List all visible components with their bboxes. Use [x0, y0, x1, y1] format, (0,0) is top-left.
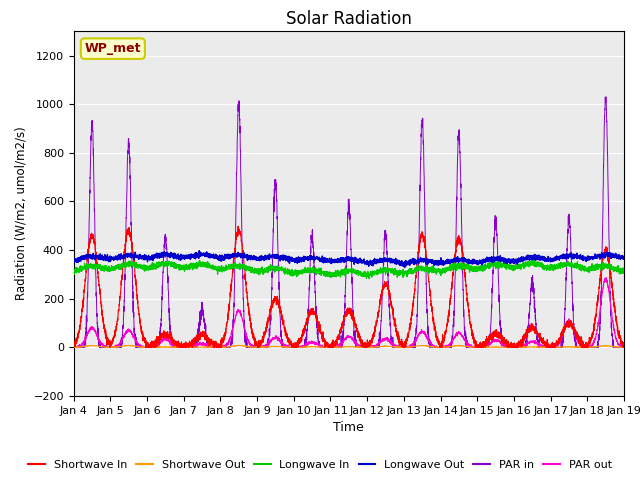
Title: Solar Radiation: Solar Radiation	[286, 10, 412, 28]
Text: WP_met: WP_met	[84, 42, 141, 55]
Legend: Shortwave In, Shortwave Out, Longwave In, Longwave Out, PAR in, PAR out: Shortwave In, Shortwave Out, Longwave In…	[24, 456, 616, 474]
Y-axis label: Radiation (W/m2, umol/m2/s): Radiation (W/m2, umol/m2/s)	[15, 127, 28, 300]
X-axis label: Time: Time	[333, 421, 364, 434]
